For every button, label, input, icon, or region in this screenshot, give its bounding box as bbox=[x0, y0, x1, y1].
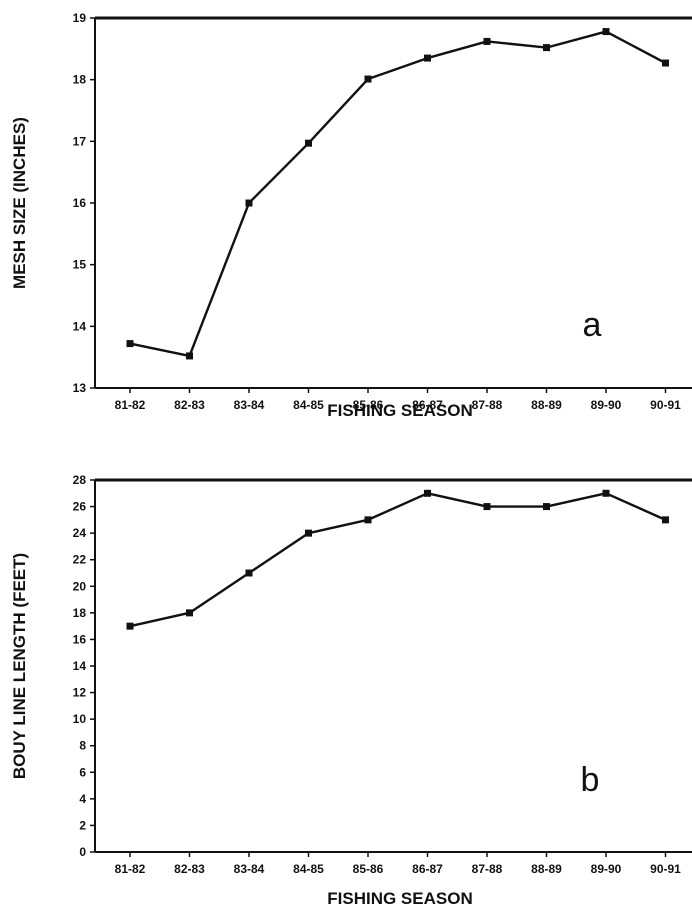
x-tick-label: 87-88 bbox=[472, 398, 503, 412]
y-tick-label: 10 bbox=[73, 712, 87, 726]
data-point-marker bbox=[126, 622, 134, 630]
x-tick-label: 83-84 bbox=[234, 862, 265, 876]
x-tick-label: 88-89 bbox=[531, 398, 562, 412]
y-tick-label: 14 bbox=[73, 319, 87, 333]
x-tick-label: 88-89 bbox=[531, 862, 562, 876]
x-tick-label: 87-88 bbox=[472, 862, 503, 876]
y-tick-label: 13 bbox=[73, 381, 87, 395]
data-point-marker bbox=[602, 489, 610, 497]
data-point-marker bbox=[186, 352, 193, 360]
y-tick-label: 16 bbox=[73, 196, 87, 210]
data-point-marker bbox=[305, 139, 312, 147]
data-point-marker bbox=[662, 59, 669, 67]
x-tick-label: 89-90 bbox=[591, 398, 622, 412]
y-tick-label: 4 bbox=[79, 792, 86, 806]
x-tick-label: 90-91 bbox=[650, 862, 681, 876]
y-tick-label: 17 bbox=[73, 134, 87, 148]
x-tick-label: 85-86 bbox=[353, 398, 384, 412]
y-tick-label: 22 bbox=[73, 553, 87, 567]
panel-label: b bbox=[581, 761, 600, 799]
data-point-marker bbox=[305, 529, 312, 537]
data-point-marker bbox=[186, 609, 193, 617]
y-tick-label: 16 bbox=[73, 632, 87, 646]
x-tick-label: 83-84 bbox=[234, 398, 265, 412]
data-point-marker bbox=[543, 44, 550, 52]
x-tick-label: 84-85 bbox=[293, 398, 324, 412]
y-tick-label: 0 bbox=[79, 845, 86, 859]
panel-label: a bbox=[583, 306, 602, 344]
data-point-marker bbox=[245, 569, 253, 577]
y-tick-label: 18 bbox=[73, 73, 87, 87]
data-point-marker bbox=[126, 340, 134, 348]
data-point-marker bbox=[364, 516, 372, 524]
y-tick-label: 6 bbox=[79, 765, 86, 779]
y-axis-title: MESH SIZE (INCHES) bbox=[10, 117, 29, 289]
y-tick-label: 26 bbox=[73, 500, 87, 514]
data-point-marker bbox=[483, 37, 491, 45]
chart-panel-a: 13 14 15 16 17 18 19 81-82 82-83 83-84 84-85 85-86 8… bbox=[10, 11, 692, 420]
data-point-marker bbox=[424, 489, 431, 497]
x-tick-label: 86-87 bbox=[412, 862, 443, 876]
y-tick-label: 15 bbox=[73, 258, 87, 272]
x-tick-label: 84-85 bbox=[293, 862, 324, 876]
data-point-marker bbox=[364, 75, 372, 83]
y-tick-label: 14 bbox=[73, 659, 87, 673]
y-tick-label: 2 bbox=[79, 818, 86, 832]
x-tick-label: 85-86 bbox=[353, 862, 384, 876]
y-tick-label: 19 bbox=[73, 11, 87, 25]
x-tick-label: 89-90 bbox=[591, 862, 622, 876]
data-point-marker bbox=[424, 54, 431, 62]
x-axis-title: FISHING SEASON bbox=[327, 889, 472, 908]
x-tick-label: 82-83 bbox=[174, 398, 205, 412]
y-tick-label: 12 bbox=[73, 686, 87, 700]
y-tick-label: 8 bbox=[79, 739, 86, 753]
y-tick-label: 20 bbox=[73, 579, 87, 593]
x-tick-label: 90-91 bbox=[650, 398, 681, 412]
x-tick-label: 81-82 bbox=[115, 398, 146, 412]
data-point-marker bbox=[602, 28, 610, 36]
data-point-marker bbox=[245, 199, 253, 207]
x-tick-label: 82-83 bbox=[174, 862, 205, 876]
x-tick-label: 86-87 bbox=[412, 398, 443, 412]
y-tick-label: 18 bbox=[73, 606, 87, 620]
series-line bbox=[129, 30, 667, 358]
y-tick-label: 24 bbox=[73, 526, 87, 540]
x-tick-label: 81-82 bbox=[115, 862, 146, 876]
data-point-marker bbox=[543, 503, 550, 511]
x-axis-title: FISHING SEASON bbox=[327, 401, 472, 420]
data-point-marker bbox=[662, 516, 669, 524]
series-line bbox=[129, 492, 666, 628]
y-tick-label: 28 bbox=[73, 473, 87, 487]
y-axis-title: BOUY LINE LENGTH (FEET) bbox=[10, 553, 29, 779]
data-point-marker bbox=[483, 503, 491, 511]
